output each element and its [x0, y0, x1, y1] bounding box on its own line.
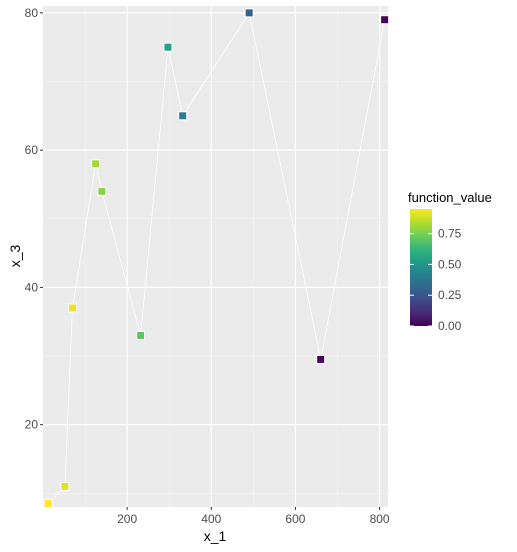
data-point	[136, 330, 146, 340]
data-point	[244, 8, 254, 18]
x-tick-label: 400	[201, 512, 221, 526]
legend-title: function_value	[408, 190, 492, 205]
y-axis-ticks: 20 40 60 80	[25, 6, 43, 432]
data-point	[91, 159, 101, 169]
data-point	[163, 42, 173, 52]
data-point	[380, 15, 390, 25]
plot-panel	[43, 6, 388, 507]
x-tick-label: 200	[117, 512, 137, 526]
y-axis-title: x_3	[7, 245, 23, 268]
data-point	[43, 499, 53, 509]
legend-tick-label: 0.00	[438, 319, 462, 333]
legend: function_value 0.00 0.25 0.50 0.75	[408, 190, 492, 333]
y-tick-label: 40	[25, 280, 39, 294]
data-point	[97, 186, 107, 196]
y-tick-label: 60	[25, 143, 39, 157]
major-gridlines	[43, 6, 388, 507]
legend-tick-label: 0.25	[438, 288, 462, 302]
x-tick-label: 600	[285, 512, 305, 526]
legend-colorbar	[410, 209, 432, 326]
data-point	[60, 481, 70, 491]
legend-ticks: 0.00 0.25 0.50 0.75	[410, 227, 462, 333]
x-axis-title: x_1	[204, 528, 227, 544]
legend-tick-label: 0.75	[438, 227, 462, 241]
minor-gridlines	[43, 6, 388, 507]
legend-tick-label: 0.50	[438, 257, 462, 271]
x-tick-label: 800	[370, 512, 390, 526]
data-point	[67, 303, 77, 313]
x-axis-ticks: 200 400 600 800	[117, 507, 390, 526]
data-point	[316, 354, 326, 364]
data-point	[178, 111, 188, 121]
y-tick-label: 20	[25, 418, 39, 432]
y-tick-label: 80	[25, 6, 39, 20]
data-points	[43, 8, 390, 509]
